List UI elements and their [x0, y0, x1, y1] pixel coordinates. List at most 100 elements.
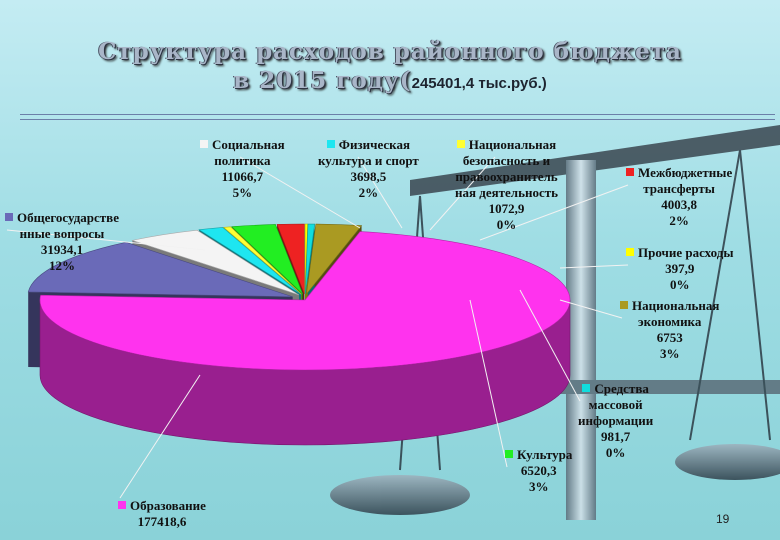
slice-label-line: 0% — [626, 277, 734, 293]
leader-line-1 — [6, 229, 206, 251]
slice-label-text: Межбюджетные — [638, 165, 733, 180]
slice-label-0: Образование 177418,6 — [118, 498, 206, 530]
pie-slice-0 — [39, 231, 571, 371]
slice-label-line: 0% — [578, 445, 653, 461]
legend-marker — [626, 168, 634, 176]
pie-slice-9 — [306, 223, 363, 296]
slice-label-text: 397,9 — [665, 261, 695, 276]
slice-label-line: 177418,6 — [118, 514, 206, 530]
slice-label-line: Межбюджетные — [626, 165, 732, 181]
slice-label-line: 1072,9 — [455, 201, 558, 217]
slice-label-line: массовой — [578, 397, 653, 413]
pie-slice-4 — [222, 226, 302, 295]
slice-label-text: Средства — [594, 381, 649, 396]
slice-label-text: 6520,3 — [520, 463, 557, 478]
slice-label-line: Национальная — [455, 137, 558, 153]
slice-label-text: информации — [578, 413, 654, 428]
leader-lines — [6, 156, 629, 499]
slice-label-5: Культура 6520,3 3% — [505, 447, 572, 495]
leader-line-3 — [357, 156, 403, 229]
legend-marker — [326, 140, 335, 148]
legend-marker — [505, 450, 513, 458]
slice-label-text: 1072,9 — [488, 201, 525, 216]
slice-label-2: Социальная политика 11066,7 5% — [200, 137, 285, 201]
slice-label-text: 2% — [669, 213, 689, 228]
slice-label-text: 0% — [670, 277, 690, 292]
leader-line-7 — [559, 264, 629, 269]
leader-line-4 — [429, 156, 496, 231]
slice-label-7: Прочие расходы 397,9 0% — [626, 245, 734, 293]
slice-label-line: экономика — [620, 314, 719, 330]
slice-label-text: нные вопросы — [19, 226, 105, 241]
slice-label-text: Общегосударстве — [17, 210, 119, 225]
legend-marker — [626, 248, 634, 256]
slice-label-line: 31934,1 — [5, 242, 119, 258]
slice-label-text: безопасность и — [462, 153, 551, 168]
slice-label-text: 5% — [232, 185, 253, 200]
slice-label-text: 981,7 — [601, 429, 631, 444]
leader-line-8 — [519, 289, 581, 402]
slice-label-text: 12% — [48, 258, 75, 273]
slice-label-line: 3% — [620, 346, 719, 362]
leader-line-0 — [119, 374, 201, 499]
legend-marker — [456, 140, 465, 148]
slice-label-text: экономика — [638, 314, 702, 329]
slice-label-text: 0% — [605, 445, 626, 460]
slice-label-text: политика — [214, 153, 271, 168]
slice-label-line: 3698,5 — [318, 169, 419, 185]
title-line-2: в 2015 году(245401,4 тыс.руб.) — [0, 67, 780, 94]
slice-label-line: 2% — [318, 185, 419, 201]
slice-label-line: 11066,7 — [200, 169, 285, 185]
slice-label-line: Образование — [118, 498, 206, 514]
slice-label-text: 3698,5 — [350, 169, 387, 184]
slice-label-text: 177418,6 — [137, 514, 187, 529]
chart-title: Структура расходов районного бюджета в 2… — [0, 38, 780, 94]
slice-label-line: безопасность и — [455, 153, 558, 169]
slice-label-text: Образование — [130, 498, 206, 513]
slice-label-text: культура и спорт — [318, 153, 419, 168]
pie-slice-6 — [276, 223, 305, 295]
slice-label-text: правоохранитель — [455, 169, 558, 184]
slice-label-line: Общегосударстве — [5, 210, 119, 226]
slice-label-text: массовой — [588, 397, 643, 412]
slice-label-text: 11066,7 — [221, 169, 264, 184]
slice-label-text: 2% — [358, 185, 379, 200]
slice-label-text: ная деятельность — [455, 185, 558, 200]
slice-label-text: 31934,1 — [40, 242, 84, 257]
slice-label-text: Прочие расходы — [638, 245, 734, 260]
slice-label-line: нные вопросы — [5, 226, 119, 242]
leader-line-9 — [559, 299, 623, 319]
pie-slice-3 — [198, 227, 302, 295]
slice-label-line: 5% — [200, 185, 285, 201]
slice-label-text: Физическая — [338, 137, 411, 152]
slice-label-text: Национальная — [468, 137, 557, 152]
slice-label-8: Средства массовой информации 981,7 0% — [578, 381, 653, 461]
slice-label-text: 3% — [659, 346, 680, 361]
pie-tops — [27, 223, 571, 371]
slice-label-text: 6753 — [656, 330, 683, 345]
slice-label-line: ная деятельность — [455, 185, 558, 201]
title-divider — [20, 114, 775, 120]
page-number: 19 — [716, 512, 730, 526]
leader-line-2 — [239, 156, 361, 229]
slice-label-line: 3% — [505, 479, 572, 495]
slice-label-line: 4003,8 — [626, 197, 732, 213]
slice-label-text: Культура — [517, 447, 573, 462]
slice-label-text: трансферты — [643, 181, 715, 196]
slice-label-line: Социальная — [200, 137, 285, 153]
slice-label-text: 4003,8 — [661, 197, 697, 212]
title-line-1: Структура расходов районного бюджета — [98, 38, 682, 65]
slice-label-line: Физическая — [318, 137, 419, 153]
slice-label-line: 2% — [626, 213, 732, 229]
legend-marker — [200, 140, 208, 148]
slice-label-line: 397,9 — [626, 261, 734, 277]
slice-label-text: 3% — [528, 479, 549, 494]
leader-line-5 — [469, 299, 508, 468]
slice-label-1: Общегосударстве нные вопросы 31934,1 12% — [5, 210, 119, 274]
slice-label-line: политика — [200, 153, 285, 169]
slice-label-line: Культура — [505, 447, 572, 463]
legend-marker — [5, 213, 13, 221]
slice-label-line: Средства — [578, 381, 653, 397]
slice-label-line: 0% — [455, 217, 558, 233]
slice-label-line: правоохранитель — [455, 169, 558, 185]
